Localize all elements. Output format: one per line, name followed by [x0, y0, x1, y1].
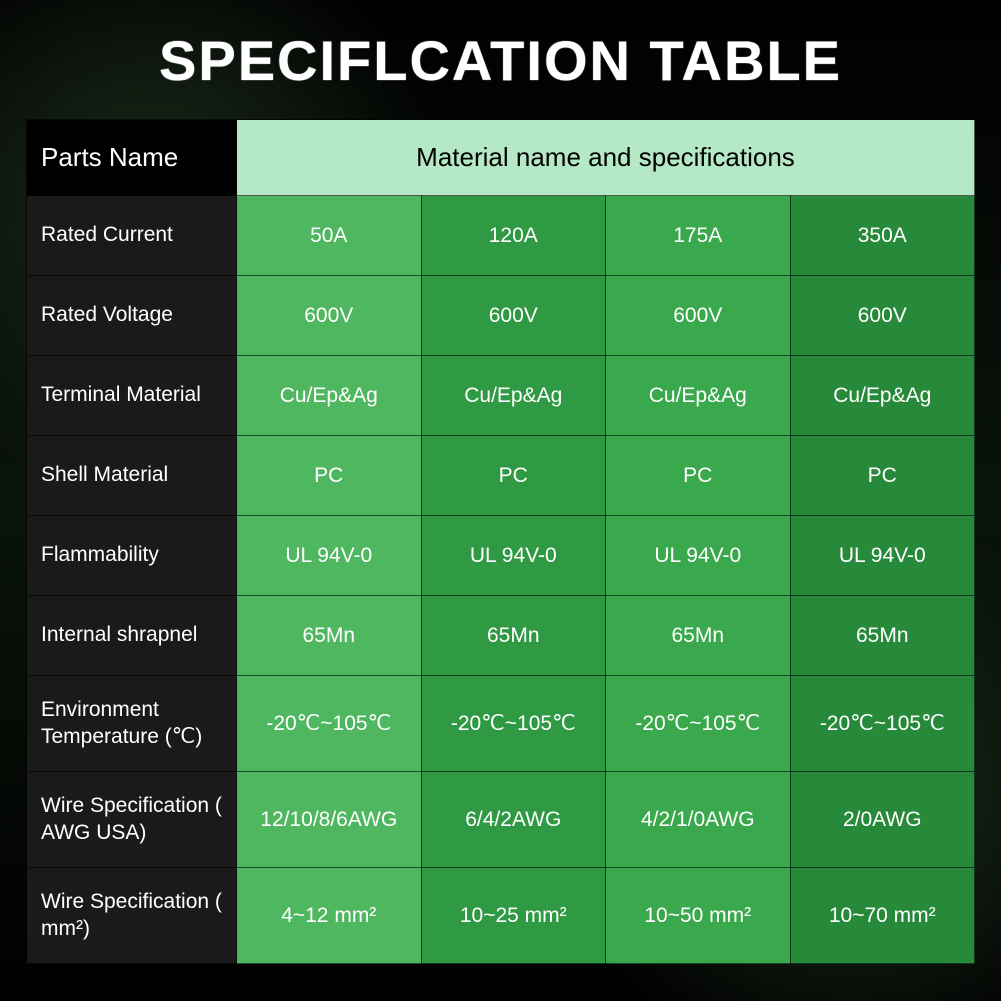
- row-label: Environment Temperature (℃): [27, 676, 237, 772]
- table-row: Wire Specification ( mm²)4~12 mm²10~25 m…: [27, 868, 975, 964]
- page-title: SPECIFLCATION TABLE: [26, 28, 975, 93]
- row-label: Rated Voltage: [27, 276, 237, 356]
- cell-value: 120A: [421, 196, 606, 276]
- cell-value: UL 94V-0: [237, 516, 422, 596]
- cell-value: PC: [237, 436, 422, 516]
- cell-value: 10~70 mm²: [790, 868, 975, 964]
- cell-value: -20℃~105℃: [790, 676, 975, 772]
- table-row: Shell MaterialPCPCPCPC: [27, 436, 975, 516]
- cell-value: Cu/Ep&Ag: [790, 356, 975, 436]
- cell-value: 6/4/2AWG: [421, 772, 606, 868]
- table-row: Rated Current50A120A175A350A: [27, 196, 975, 276]
- cell-value: 600V: [421, 276, 606, 356]
- cell-value: 175A: [606, 196, 791, 276]
- cell-value: PC: [421, 436, 606, 516]
- cell-value: PC: [790, 436, 975, 516]
- cell-value: 4/2/1/0AWG: [606, 772, 791, 868]
- row-label: Rated Current: [27, 196, 237, 276]
- table-row: Terminal MaterialCu/Ep&AgCu/Ep&AgCu/Ep&A…: [27, 356, 975, 436]
- cell-value: Cu/Ep&Ag: [237, 356, 422, 436]
- row-label: Shell Material: [27, 436, 237, 516]
- table-header-row: Parts Name Material name and specificati…: [27, 120, 975, 196]
- header-parts-name: Parts Name: [27, 120, 237, 196]
- header-materials: Material name and specifications: [237, 120, 975, 196]
- cell-value: 350A: [790, 196, 975, 276]
- cell-value: 600V: [606, 276, 791, 356]
- cell-value: UL 94V-0: [606, 516, 791, 596]
- table-row: Rated Voltage600V600V600V600V: [27, 276, 975, 356]
- cell-value: 4~12 mm²: [237, 868, 422, 964]
- cell-value: PC: [606, 436, 791, 516]
- row-label: Wire Specification ( AWG USA): [27, 772, 237, 868]
- cell-value: -20℃~105℃: [237, 676, 422, 772]
- row-label: Flammability: [27, 516, 237, 596]
- cell-value: 600V: [790, 276, 975, 356]
- cell-value: 65Mn: [421, 596, 606, 676]
- row-label: Terminal Material: [27, 356, 237, 436]
- table-row: Wire Specification ( AWG USA)12/10/8/6AW…: [27, 772, 975, 868]
- row-label: Wire Specification ( mm²): [27, 868, 237, 964]
- cell-value: 50A: [237, 196, 422, 276]
- cell-value: 65Mn: [790, 596, 975, 676]
- cell-value: 12/10/8/6AWG: [237, 772, 422, 868]
- cell-value: Cu/Ep&Ag: [606, 356, 791, 436]
- cell-value: -20℃~105℃: [421, 676, 606, 772]
- cell-value: 65Mn: [237, 596, 422, 676]
- row-label: Internal shrapnel: [27, 596, 237, 676]
- cell-value: 10~25 mm²: [421, 868, 606, 964]
- table-row: Environment Temperature (℃)-20℃~105℃-20℃…: [27, 676, 975, 772]
- cell-value: 600V: [237, 276, 422, 356]
- cell-value: 10~50 mm²: [606, 868, 791, 964]
- cell-value: UL 94V-0: [790, 516, 975, 596]
- cell-value: 2/0AWG: [790, 772, 975, 868]
- cell-value: 65Mn: [606, 596, 791, 676]
- cell-value: Cu/Ep&Ag: [421, 356, 606, 436]
- cell-value: UL 94V-0: [421, 516, 606, 596]
- table-row: Internal shrapnel65Mn65Mn65Mn65Mn: [27, 596, 975, 676]
- spec-table: Parts Name Material name and specificati…: [26, 119, 975, 964]
- table-row: FlammabilityUL 94V-0UL 94V-0UL 94V-0UL 9…: [27, 516, 975, 596]
- cell-value: -20℃~105℃: [606, 676, 791, 772]
